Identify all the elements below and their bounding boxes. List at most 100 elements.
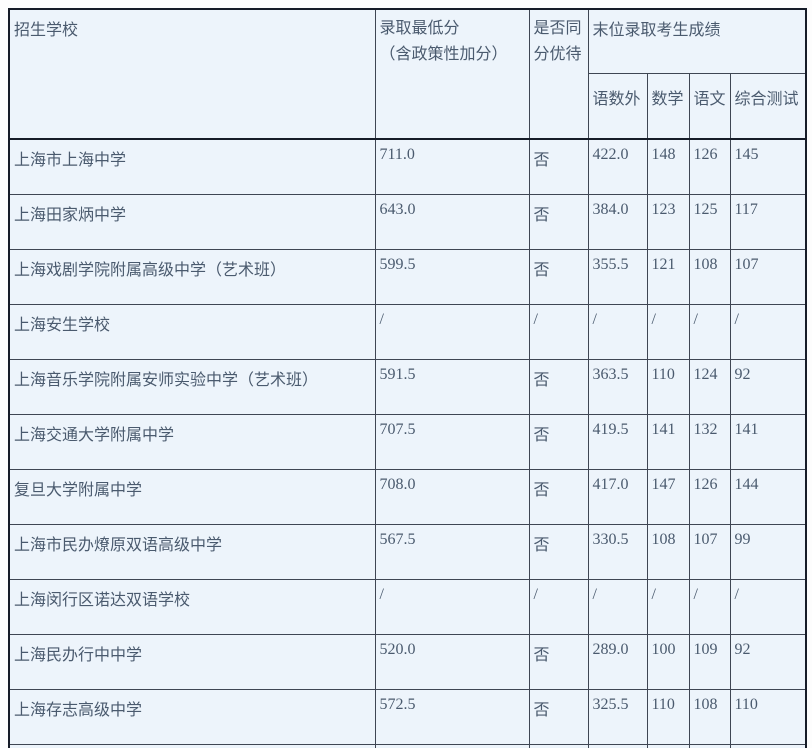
table-cell [729,743,807,748]
table-cell: 148 [646,138,690,195]
table-row: 上海交通大学附属中学 707.5 否 419.5 141 132 141 [8,413,807,470]
table-cell: 330.5 [587,523,648,580]
table-cell: 707.5 [374,413,530,470]
table-cell: 110 [646,688,690,745]
table-cell: / [688,578,731,635]
table-cell: 121 [646,248,690,305]
table-cell: 125 [688,193,731,250]
table-row: 上海存志高级中学 572.5 否 325.5 110 108 110 [8,688,807,745]
table-cell: 108 [646,523,690,580]
admission-score-table: 招生学校 录取最低分 （含政策性加分） 是否同分优待 末位录取考生成绩 语数外 … [8,8,808,748]
header-row-sub: 语数外 数学 语文 综合测试 [9,72,807,140]
table-cell: / [528,303,589,360]
table-row: 上海闵行区诺达双语学校 / / / / / / [8,578,807,635]
table-cell: 144 [729,468,807,525]
table-cell: 否 [528,523,589,580]
table-cell: 上海市民办燎原双语高级中学 [8,523,376,580]
same-score-bonus-label: 是否同分优待 [533,20,582,63]
table-row: 上海市上海中学 711.0 否 422.0 148 126 145 [8,138,807,195]
table-cell: 否 [528,688,589,745]
table-cell: 上海音乐学院附属安师实验中学（艺术班） [8,358,376,415]
table-cell: / [374,303,530,360]
table-cell: 92 [729,633,807,690]
table-cell: 355.5 [587,248,648,305]
min-score-label-line1: 录取最低分 [379,20,460,37]
table-cell: / [729,303,807,360]
table-cell [646,743,690,748]
table-cell: 141 [729,413,807,470]
table-cell: 289.0 [587,633,648,690]
table-cell: / [729,578,807,635]
table-cell: 108 [688,248,731,305]
table-cell [688,743,731,748]
table-cell: 否 [528,138,589,195]
column-header-chinese-math-foreign: 语数外 [587,72,648,140]
table-cell: / [646,578,690,635]
table-cell: 422.0 [587,138,648,195]
table-cell: 132 [688,413,731,470]
table-header: 招生学校 录取最低分 （含政策性加分） 是否同分优待 末位录取考生成绩 语数外 … [8,8,807,140]
table-body: 上海市上海中学 711.0 否 422.0 148 126 145 上海田家炳中学 643.0 否… [8,138,807,748]
table-cell: 126 [688,468,731,525]
table-cell: 上海民办行中中学 [8,633,376,690]
table-cell: 否 [528,468,589,525]
table-cell: 124 [688,358,731,415]
column-header-chinese: 语文 [688,72,731,140]
table-row: 上海市民办燎原双语高级中学 567.5 否 330.5 108 107 99 [8,523,807,580]
table-cell: 否 [528,193,589,250]
table-cell: 325.5 [587,688,648,745]
table-row: 上海音乐学院附属安师实验中学（艺术班） 591.5 否 363.5 110 124 92 [8,358,807,415]
table-cell: 107 [729,248,807,305]
table-cell: 141 [646,413,690,470]
table-cell: 上海交通大学附属中学 [8,413,376,470]
table-cell: / [374,578,530,635]
table-cell [374,743,530,748]
column-header-comprehensive-test: 综合测试 [729,72,807,140]
table-cell: 否 [528,413,589,470]
table-cell: 147 [646,468,690,525]
table-cell: 363.5 [587,358,648,415]
table-cell: 117 [729,193,807,250]
table-cell: 126 [688,138,731,195]
table-cell: 711.0 [374,138,530,195]
table-cell [587,743,648,748]
table-cell: 108 [688,688,731,745]
table-cell: / [587,578,648,635]
table-cell: 643.0 [374,193,530,250]
table-cell: 708.0 [374,468,530,525]
table-cell: 520.0 [374,633,530,690]
table-cell: / [528,578,589,635]
table-cell: 否 [528,358,589,415]
table-row: 上海安生学校 / / / / / / [8,303,807,360]
table-cell: 417.0 [587,468,648,525]
column-header-math: 数学 [646,72,690,140]
table-cell: 110 [646,358,690,415]
column-header-min-score: 录取最低分 （含政策性加分） [374,8,530,140]
table-cell: 上海闵行区诺达双语学校 [8,578,376,635]
header-row-main: 招生学校 录取最低分 （含政策性加分） 是否同分优待 末位录取考生成绩 [8,8,807,140]
table-cell: 599.5 [374,248,530,305]
table-cell [528,743,589,748]
table-row: 复旦大学附属中学 708.0 否 417.0 147 126 144 [8,468,807,525]
table-cell: 上海存志高级中学 [8,688,376,745]
table-row: 上海田家炳中学 643.0 否 384.0 123 125 117 [8,193,807,250]
table-row: 上海戏剧学院附属高级中学（艺术班） 599.5 否 355.5 121 108 107 [8,248,807,305]
table-cell: / [646,303,690,360]
table-cell [8,743,376,748]
table-cell: 384.0 [587,193,648,250]
table-cell: 109 [688,633,731,690]
table-cell: / [587,303,648,360]
table-cell: 110 [729,688,807,745]
table-row: 上海民办行中中学 520.0 否 289.0 100 109 92 [8,633,807,690]
table-cell: 572.5 [374,688,530,745]
table-cell: 99 [729,523,807,580]
table-cell: 否 [528,248,589,305]
column-header-last-admitted-group: 末位录取考生成绩 [587,8,807,74]
table-cell: 复旦大学附属中学 [8,468,376,525]
table-row-partial [8,743,807,748]
table-cell: 100 [646,633,690,690]
table-cell: 92 [729,358,807,415]
column-header-school: 招生学校 [8,8,376,140]
min-score-label-line2: （含政策性加分） [379,46,508,63]
